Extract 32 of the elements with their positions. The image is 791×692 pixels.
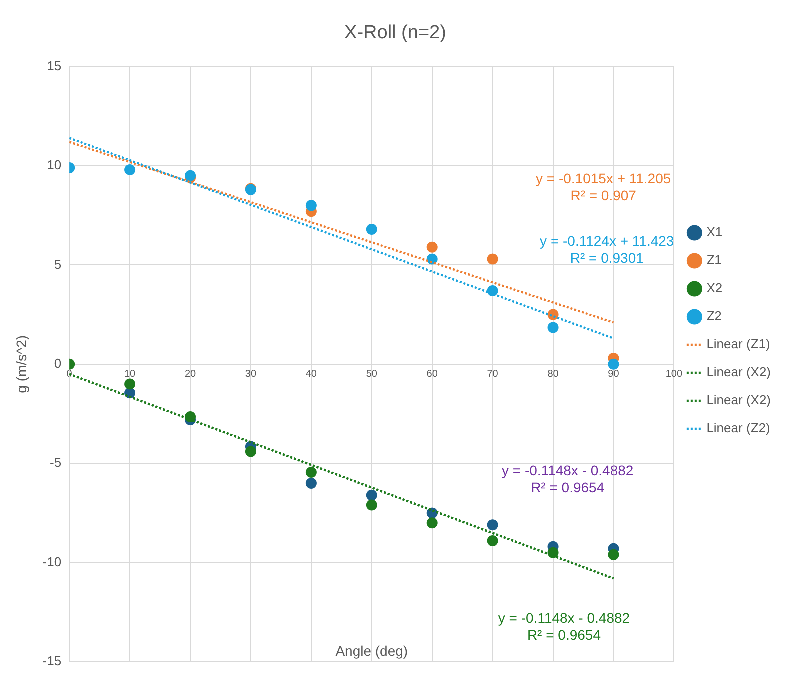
x-tick-label: 50 [366, 369, 378, 380]
x-tick-label: 10 [124, 369, 136, 380]
legend-label: X2 [706, 280, 723, 296]
legend-label: Linear (Z1) [706, 336, 770, 352]
y-tick-label: -10 [42, 554, 62, 570]
x-tick-label: 30 [245, 369, 257, 380]
annotation: y = -0.1148x - 0.4882 R² = 0.9654 [502, 462, 634, 496]
x-tick-label: 100 [666, 369, 683, 380]
x-tick-label: 60 [426, 369, 438, 380]
x-tick-label: 70 [487, 369, 499, 380]
legend-label: Z2 [706, 308, 722, 324]
legend-label: Linear (X2) [706, 364, 772, 380]
annotation: y = -0.1124x + 11.423 R² = 0.9301 [540, 233, 674, 266]
legend-label: Linear (Z2) [706, 420, 770, 436]
y-tick-label: 0 [54, 356, 62, 371]
y-tick-label: 15 [47, 58, 62, 74]
legend-label: Linear (X2) [706, 392, 772, 408]
legend-label: Z1 [706, 252, 722, 268]
y-tick-label: 10 [47, 158, 62, 173]
y-tick-label: -15 [42, 654, 62, 669]
annotation: y = -0.1148x - 0.4882 R² = 0.9654 [498, 610, 630, 644]
x-tick-label: 40 [306, 369, 318, 380]
x-tick-label: 80 [548, 369, 560, 380]
annotation: y = -0.1015x + 11.205 R² = 0.907 [536, 170, 672, 204]
x-tick-label: 90 [608, 369, 620, 380]
x-axis-title: Angle (deg) [336, 642, 408, 659]
x-tick-label: 20 [184, 369, 197, 380]
y-tick-label: 5 [54, 256, 62, 272]
y-axis-title: g (m/s^2) [13, 335, 30, 394]
legend-label: X1 [706, 224, 723, 240]
y-tick-label: -5 [50, 455, 62, 470]
chart-title: X-Roll (n=2) [344, 22, 446, 44]
